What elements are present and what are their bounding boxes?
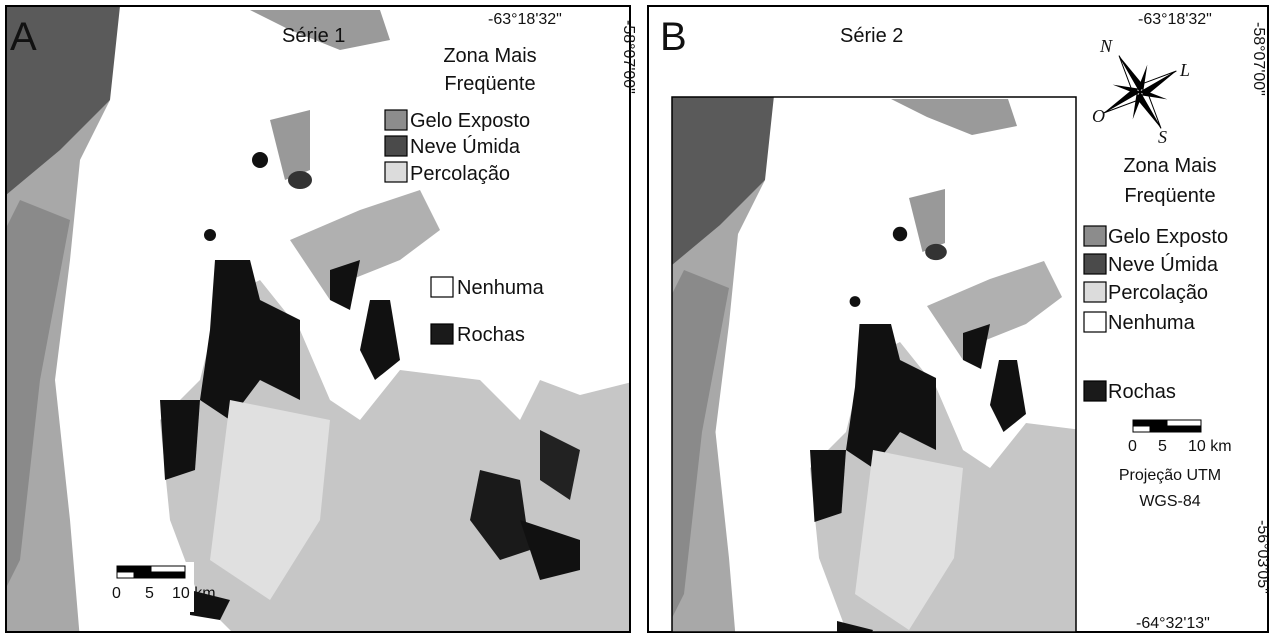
legend-label: Nenhuma [1108,312,1196,334]
scale-label: 0 [1128,438,1137,455]
panel-title: Série 1 [282,25,345,47]
coordinate: -56°03'05" [1254,520,1271,594]
legend-label: Percolação [410,163,510,185]
compass-label: S [1158,127,1167,147]
legend-swatch [385,136,407,156]
scale-label: 5 [1158,438,1167,455]
scale-label: 10 km [172,585,216,602]
panel-title: Série 2 [840,25,903,47]
legend-title: Zona Mais [443,45,536,67]
scale-label: 0 [112,585,121,602]
map-a [0,0,640,637]
legend-swatch [1084,254,1106,274]
compass-label: O [1092,106,1105,126]
legend-title: Freqüente [1124,185,1215,207]
coordinate: -64°32'13" [1136,615,1210,632]
legend-label: Nenhuma [457,277,545,299]
coordinate: -63°18'32" [488,11,562,28]
legend-swatch [1084,381,1106,401]
compass-label: L [1179,60,1190,80]
legend-swatch [1084,282,1106,302]
coordinate: -63°18'32" [1138,11,1212,28]
coordinate: -58°07'00" [620,20,637,94]
figure: A Série 1 -63°18'32" -58°07'00" Zona Mai… [0,0,1274,637]
compass-label: N [1099,36,1113,56]
projection: WGS-84 [1139,493,1200,510]
legend-swatch [385,110,407,130]
legend-swatch [1084,312,1106,332]
coordinate: -58°07'00" [1250,22,1267,96]
legend-label: Neve Úmida [410,135,521,158]
scale-label: 10 km [1188,438,1232,455]
legend-label: Neve Úmida [1108,253,1219,276]
panel-letter: B [660,15,687,59]
panel-letter: A [10,15,37,59]
legend-swatch [385,162,407,182]
legend-title: Freqüente [444,73,535,95]
legend-swatch [1084,226,1106,246]
legend-label: Rochas [1108,381,1176,403]
scale-bar [1133,420,1201,432]
legend-label: Gelo Exposto [1108,226,1228,248]
legend-swatch [431,277,453,297]
scale-label: 5 [145,585,154,602]
legend-label: Rochas [457,324,525,346]
legend-swatch [431,324,453,344]
legend-label: Gelo Exposto [410,110,530,132]
legend-label: Percolação [1108,282,1208,304]
legend-title: Zona Mais [1123,155,1216,177]
projection: Projeção UTM [1119,467,1221,484]
